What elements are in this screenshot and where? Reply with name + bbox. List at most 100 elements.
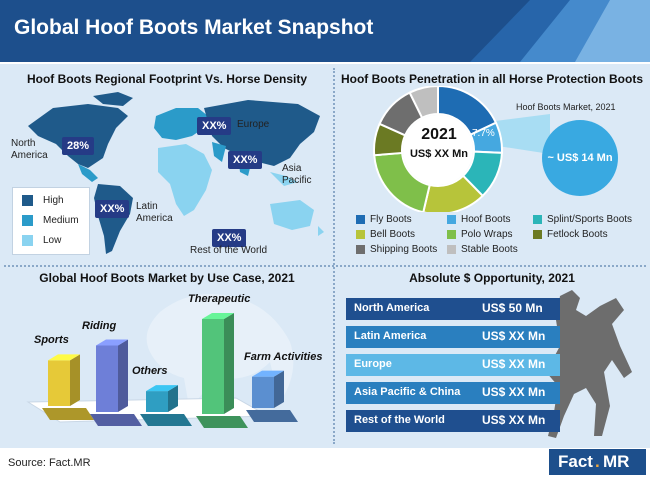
label-latin-america: Latin America	[136, 201, 173, 224]
pie-legend-item: Polo Wraps	[447, 229, 513, 240]
callout-title: Hoof Boots Market, 2021	[516, 102, 616, 112]
bar-side	[70, 354, 80, 406]
bar-side	[224, 313, 234, 414]
legend-high: High	[22, 195, 64, 206]
bar-front	[202, 319, 224, 414]
pie-legend-label: Stable Boots	[461, 244, 518, 255]
opportunity-value: US$ XX Mn	[482, 413, 546, 427]
slice-label: 7.7%	[472, 128, 495, 139]
bar-top	[48, 354, 80, 361]
opportunity-bar: Asia Pacific & China US$ XX Mn	[346, 382, 560, 404]
map-legend: High Medium Low	[12, 187, 90, 255]
africa-shape	[158, 144, 212, 216]
bar-base	[140, 414, 192, 426]
logo-mr: MR	[603, 452, 630, 471]
page-title: Global Hoof Boots Market Snapshot	[14, 16, 374, 39]
bar-top	[252, 370, 284, 377]
opportunity-bar: Rest of the World US$ XX Mn	[346, 410, 560, 432]
usecase-bars	[42, 313, 298, 428]
opportunity-value: US$ 50 Mn	[482, 301, 543, 315]
opportunity-bar: North America US$ 50 Mn	[346, 298, 560, 320]
pie-legend-swatch	[356, 245, 365, 254]
new-zealand-shape	[318, 226, 324, 236]
callout-value: ~ US$ 14 Mn	[547, 152, 613, 164]
pie-legend-swatch	[533, 215, 542, 224]
pie-legend-label: Shipping Boots	[370, 244, 438, 255]
opportunity-value: US$ XX Mn	[482, 357, 546, 371]
opportunity-value: US$ XX Mn	[482, 329, 546, 343]
pie-legend-swatch	[356, 215, 365, 224]
usecase-bar	[90, 339, 142, 426]
usecase-bar	[246, 370, 298, 422]
penetration-panel-title: Hoof Boots Penetration in all Horse Prot…	[340, 72, 644, 86]
badge-asia: XX%	[228, 151, 263, 169]
callout-circle	[542, 120, 618, 196]
pie-legend-swatch	[447, 215, 456, 224]
pie-legend-label: Bell Boots	[370, 229, 416, 240]
donut-slices	[373, 86, 503, 212]
opportunity-bar: Europe US$ XX Mn	[346, 354, 560, 376]
source-text: Source: Fact.MR	[8, 457, 91, 469]
opportunity-region: Rest of the World	[354, 414, 445, 426]
horizontal-divider	[4, 265, 646, 267]
opportunity-panel-title: Absolute $ Opportunity, 2021	[409, 271, 575, 285]
pie-legend-item: Shipping Boots	[356, 244, 437, 255]
usecase-label: Sports	[34, 334, 69, 347]
north-america-shape	[28, 104, 128, 168]
usecase-bar	[196, 313, 248, 428]
bar-side	[274, 370, 284, 408]
opportunity-bar: Latin America US$ XX Mn	[346, 326, 560, 348]
bar-top	[202, 313, 234, 319]
pie-legend-label: Polo Wraps	[461, 229, 513, 240]
south-america-shape	[94, 184, 133, 254]
middle-east-shape	[212, 142, 226, 162]
vertical-divider	[333, 68, 335, 444]
usecase-label: Others	[132, 365, 168, 378]
badge-rest-of-world: XX%	[212, 229, 247, 247]
label-europe: Europe	[237, 119, 270, 130]
bar-side	[118, 339, 128, 412]
pie-legend-swatch	[447, 245, 456, 254]
asia-shape	[204, 100, 320, 166]
pie-legend-item: Fly Boots	[356, 214, 412, 225]
factmr-logo: Fact . MR	[549, 449, 646, 475]
opportunity-region: Europe	[354, 358, 392, 370]
usecase-label: Therapeutic	[188, 293, 251, 305]
usecase-label: Riding	[82, 319, 117, 332]
bar-base	[90, 414, 142, 426]
donut-center-year: 2021	[421, 126, 457, 143]
pie-legend-item: Bell Boots	[356, 229, 415, 240]
legend-swatch	[22, 235, 33, 246]
bar-top	[146, 385, 178, 392]
bar-front	[146, 391, 168, 412]
pie-legend-item: Fetlock Boots	[533, 229, 608, 240]
bar-front	[48, 360, 70, 406]
bar-side	[168, 385, 178, 412]
donut-slice	[422, 174, 485, 212]
bar-front	[252, 376, 274, 408]
usecase-chart	[26, 313, 298, 428]
label-asia-pacific: Asia Pacific	[282, 163, 312, 186]
header-stripes	[470, 0, 650, 62]
donut-chart	[373, 86, 618, 212]
badge-europe: XX%	[197, 117, 232, 135]
legend-low: Low	[22, 235, 61, 246]
opportunity-region: North America	[354, 302, 430, 314]
usecase-panel-title: Global Hoof Boots Market by Use Case, 20…	[39, 271, 295, 285]
europe-shape	[154, 108, 208, 140]
usecase-label: Farm Activities	[244, 350, 323, 363]
pie-legend-swatch	[356, 230, 365, 239]
pie-legend-item: Stable Boots	[447, 244, 518, 255]
central-america-shape	[78, 164, 98, 182]
usecase-bar	[42, 354, 94, 420]
pie-legend-swatch	[533, 230, 542, 239]
australia-shape	[270, 200, 314, 230]
label-north-america: North America	[11, 138, 48, 161]
bar-base	[196, 416, 248, 428]
pie-legend-item: Splint/Sports Boots	[533, 214, 632, 225]
map-panel-title: Hoof Boots Regional Footprint Vs. Horse …	[26, 72, 307, 86]
pie-legend-label: Splint/Sports Boots	[547, 214, 633, 225]
badge-north-america: 28%	[62, 137, 95, 155]
bar-base	[42, 408, 94, 420]
